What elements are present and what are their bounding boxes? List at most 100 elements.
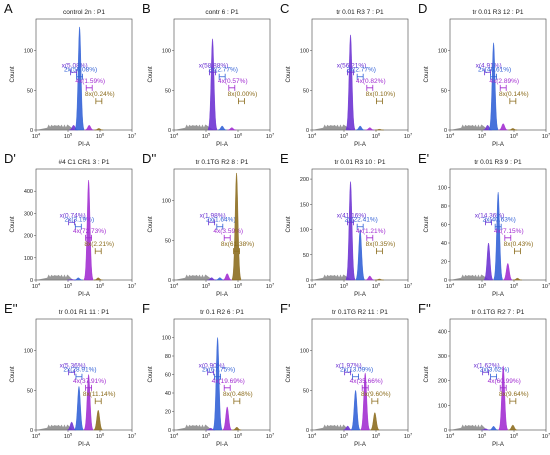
gate-label-4x: 4x(60.99%) bbox=[488, 378, 521, 385]
x-axis-label: PI-A bbox=[78, 292, 90, 298]
gate-marker-4x bbox=[223, 384, 231, 391]
peak-2x bbox=[217, 125, 227, 131]
x-tick-label: 105 bbox=[64, 282, 73, 291]
y-axis-label: Count bbox=[148, 366, 154, 382]
gate-label-4x: 4x(35.66%) bbox=[350, 378, 383, 385]
chart-title: tr 0.01 R3 10 : P1 bbox=[335, 159, 386, 166]
gate-label-4x: 4x(0.57%) bbox=[218, 78, 248, 85]
y-tick-label: 100 bbox=[24, 49, 33, 55]
peak-4x bbox=[84, 180, 94, 281]
x-tick-label: 106 bbox=[372, 282, 381, 291]
x-tick-label: 106 bbox=[510, 132, 519, 141]
gate-label-8x: 8x(0.24%) bbox=[85, 91, 115, 98]
gate-marker-4x bbox=[504, 234, 512, 241]
gate-marker-2x bbox=[494, 223, 502, 230]
gate-label-x: x(1.98%) bbox=[200, 212, 226, 219]
debris-area bbox=[312, 424, 349, 430]
debris-area bbox=[174, 274, 213, 280]
gate-label-8x: 8x(0.43%) bbox=[504, 241, 534, 248]
y-tick-label: 100 bbox=[438, 186, 447, 192]
gate-marker-x bbox=[347, 219, 354, 226]
x-tick-label: 107 bbox=[542, 432, 550, 441]
gate-label-x: x(1.62%) bbox=[474, 362, 500, 369]
y-tick-label: 50 bbox=[441, 88, 447, 94]
chart-panel: D' #4 C1 CR1 3 : P1 0 100 200 300 400 104 105 106… bbox=[4, 151, 141, 303]
histogram-svg: F' tr 0.1TG R2 11 : P1 0 50 100 104 105 106 107 P… bbox=[280, 301, 413, 448]
x-tick-label: 105 bbox=[202, 132, 211, 141]
gate-marker-2x bbox=[490, 73, 497, 80]
y-tick-label: 0 bbox=[444, 128, 447, 134]
x-tick-label: 105 bbox=[478, 432, 487, 441]
gate-label-x: x(5.08%) bbox=[62, 62, 88, 69]
gate-marker-8x bbox=[233, 398, 241, 405]
peak-x bbox=[346, 34, 356, 131]
peak-8x bbox=[508, 424, 518, 431]
gate-label-2x: 2x(46.61%) bbox=[478, 67, 511, 74]
panel-label: C bbox=[280, 1, 289, 16]
y-tick-label: 200 bbox=[300, 177, 309, 183]
debris-area bbox=[174, 124, 214, 130]
debris-area bbox=[312, 274, 352, 280]
debris-area bbox=[36, 424, 73, 430]
gate-marker-2x bbox=[76, 73, 83, 80]
x-tick-label: 105 bbox=[202, 432, 211, 441]
x-tick-label: 106 bbox=[510, 432, 519, 441]
gate-marker-2x bbox=[356, 223, 364, 230]
peak-4x bbox=[360, 372, 370, 431]
y-tick-label: 150 bbox=[300, 202, 309, 208]
peak-8x bbox=[370, 412, 380, 431]
gate-marker-4x bbox=[228, 84, 236, 91]
y-tick-label: 100 bbox=[300, 228, 309, 234]
x-axis-label: PI-A bbox=[354, 442, 366, 448]
gate-marker-x bbox=[344, 369, 352, 376]
chart-panel: D'' tr 0.1TG R2 8 : P1 0 50 100 104 105 106 107 P… bbox=[142, 151, 279, 303]
peak-4x bbox=[365, 275, 375, 281]
x-tick-label: 107 bbox=[404, 282, 413, 291]
x-tick-label: 107 bbox=[404, 132, 413, 141]
peak-4x bbox=[498, 365, 508, 431]
x-tick-label: 106 bbox=[234, 132, 243, 141]
gate-marker-2x bbox=[490, 373, 497, 380]
panel-label: B bbox=[142, 1, 151, 16]
chart-title: tr 0.01 R3 9 : P1 bbox=[474, 159, 522, 166]
y-axis-label: Count bbox=[10, 216, 16, 232]
gate-label-4x: 4x(1.59%) bbox=[75, 78, 105, 85]
gate-label-2x: 2x(56.08%) bbox=[64, 67, 97, 74]
gate-label-8x: 8x(0.00%) bbox=[228, 91, 258, 98]
gate-marker-2x bbox=[356, 73, 364, 80]
peak-8x bbox=[512, 277, 522, 281]
y-tick-label: 100 bbox=[162, 336, 171, 342]
gate-label-4x: 4x(1.21%) bbox=[356, 228, 386, 235]
y-tick-label: 200 bbox=[438, 379, 447, 385]
gate-label-8x: 8x(2.21%) bbox=[84, 241, 114, 248]
gate-label-8x: 8x(11.14%) bbox=[83, 391, 116, 398]
plot-frame bbox=[173, 168, 271, 281]
gate-label-2x: 2x(1.64%) bbox=[206, 217, 236, 224]
debris-area bbox=[174, 424, 212, 430]
y-axis-label: Count bbox=[424, 216, 430, 232]
x-tick-label: 104 bbox=[446, 132, 455, 141]
x-tick-label: 107 bbox=[542, 132, 550, 141]
panel-label: E bbox=[280, 151, 289, 166]
chart-title: #4 C1 CR1 3 : P1 bbox=[59, 159, 110, 166]
y-tick-label: 0 bbox=[168, 428, 171, 434]
gate-marker-2x bbox=[218, 73, 226, 80]
gate-label-8x: 8x(0.10%) bbox=[366, 91, 396, 98]
panel-label: F'' bbox=[418, 301, 431, 316]
y-tick-label: 200 bbox=[24, 234, 33, 240]
peak-8x bbox=[93, 409, 103, 431]
gate-marker-2x bbox=[214, 373, 221, 380]
x-tick-label: 104 bbox=[32, 282, 41, 291]
panel-label: F' bbox=[280, 301, 290, 316]
peak-x bbox=[484, 242, 494, 281]
peak-8x bbox=[94, 128, 104, 131]
y-tick-label: 50 bbox=[303, 253, 309, 259]
peak-8x bbox=[374, 278, 384, 281]
